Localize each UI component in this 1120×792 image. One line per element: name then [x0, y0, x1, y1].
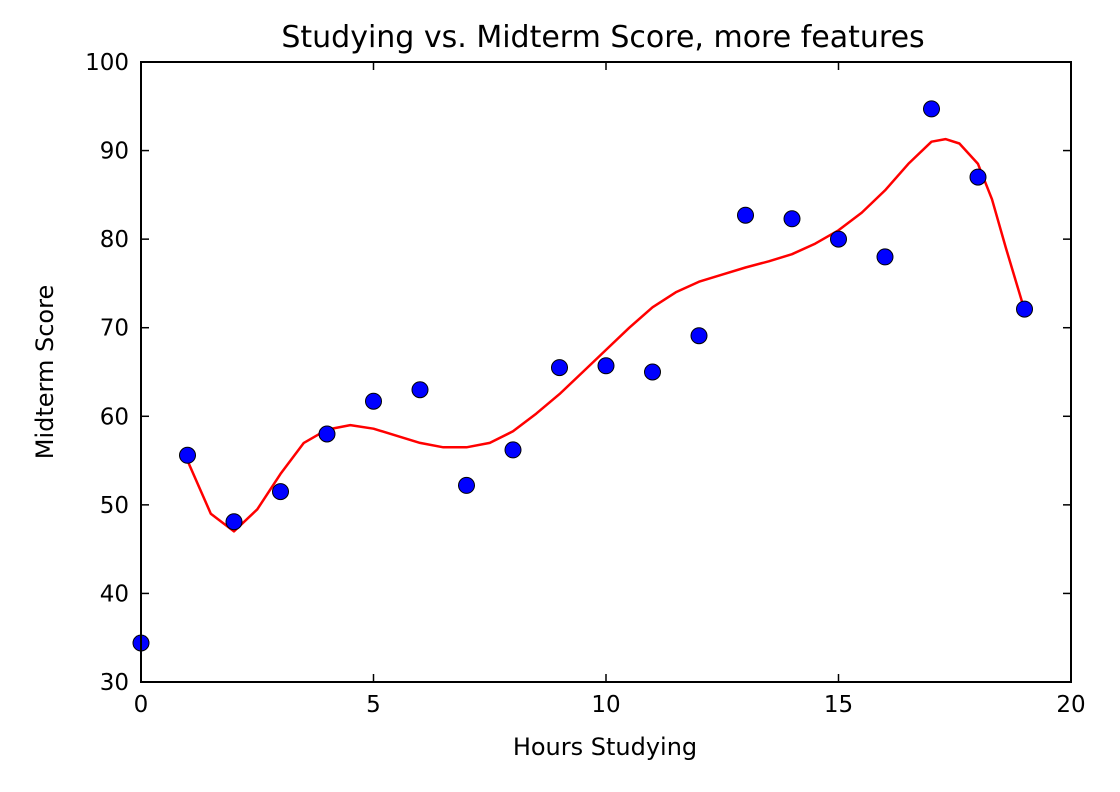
data-point [411, 381, 429, 399]
data-point [179, 446, 196, 464]
y-tick-label: 30 [100, 670, 129, 696]
x-tick-label: 15 [824, 692, 853, 718]
x-tick-label: 0 [134, 692, 149, 718]
data-point [225, 513, 243, 531]
y-tick-label: 40 [100, 581, 129, 607]
y-tick-label: 80 [100, 227, 129, 253]
x-tick-label: 5 [366, 692, 381, 718]
data-point [644, 363, 661, 381]
data-point [783, 210, 801, 228]
y-axis-label: Midterm Score [31, 285, 59, 459]
x-tick-label: 10 [591, 692, 620, 718]
data-point [690, 327, 708, 345]
data-point [876, 248, 894, 266]
data-point [1016, 300, 1033, 318]
fit-curve [186, 137, 1026, 533]
y-tick-label: 90 [100, 139, 129, 165]
data-point [737, 206, 754, 224]
data-point [923, 100, 940, 118]
data-point [551, 359, 568, 377]
y-tick-label: 50 [100, 493, 129, 519]
data-point [597, 357, 615, 375]
y-tick-label: 100 [85, 50, 129, 76]
plot-area [132, 100, 1033, 652]
y-tick-label: 70 [100, 316, 129, 342]
data-point [318, 425, 336, 443]
data-point [504, 441, 522, 459]
y-tick-label: 60 [100, 404, 129, 430]
data-point [969, 168, 987, 186]
x-tick-label: 20 [1056, 692, 1085, 718]
data-point [365, 392, 382, 410]
data-point [458, 476, 475, 494]
chart-title: Studying vs. Midterm Score, more feature… [281, 20, 924, 55]
data-point [272, 483, 289, 501]
data-point [830, 230, 847, 248]
axis-ticks: 0 5 10 15 20 30 40 50 60 70 80 90 100 [85, 50, 1086, 718]
x-axis-label: Hours Studying [513, 733, 697, 761]
